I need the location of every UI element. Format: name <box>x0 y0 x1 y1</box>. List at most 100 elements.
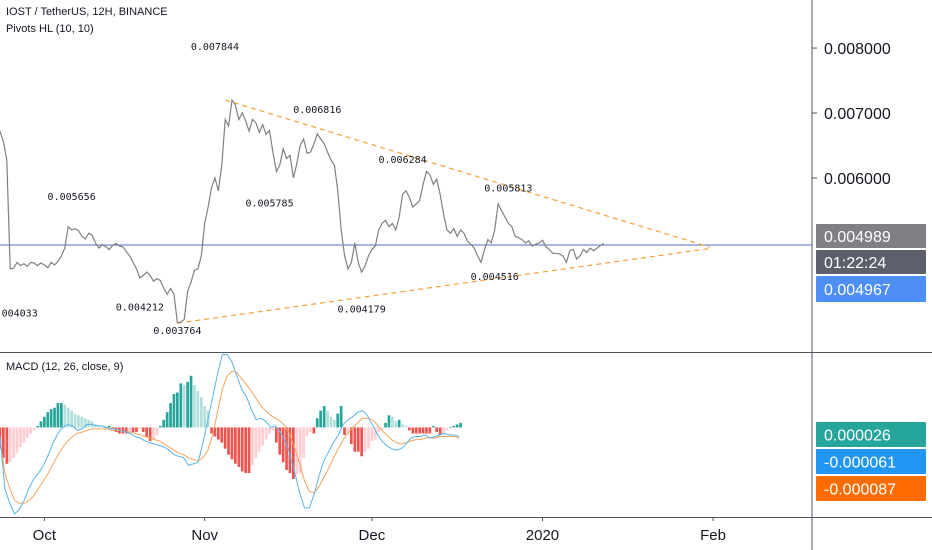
macd-histogram-bar <box>394 421 398 428</box>
macd-signal-badge-bg <box>816 476 926 501</box>
macd-histogram-bar <box>29 427 32 434</box>
price-scale: 0.008000 0.007000 0.006000 <box>824 41 891 188</box>
macd-histogram-bar <box>288 427 292 473</box>
macd-histogram-badge: 0.000026 <box>816 422 926 447</box>
macd-histogram-bar <box>97 425 101 428</box>
macd-histogram-bar <box>397 419 401 428</box>
macd-histogram-bar <box>22 427 26 443</box>
macd-histogram-bar <box>196 391 200 428</box>
macd-signal-line <box>0 370 460 504</box>
macd-signal-badge-text: -0.000087 <box>824 481 896 498</box>
xtick-label: Oct <box>33 527 57 544</box>
pivot-label: 0.004212 <box>116 302 164 313</box>
macd-histogram-bar <box>128 427 131 432</box>
macd-histogram-bar <box>186 381 189 428</box>
countdown-badge-text: 01:22:24 <box>824 255 886 272</box>
macd-histogram-bar <box>36 425 39 428</box>
macd-histogram-badge-text: 0.000026 <box>824 427 891 444</box>
macd-histogram-bar <box>145 427 148 437</box>
macd-histogram-bar <box>336 413 340 428</box>
macd-histogram-bar <box>176 392 179 428</box>
macd-histogram-bar <box>459 422 462 428</box>
blue-line-price-badge: 0.004967 <box>816 276 926 302</box>
macd-histogram-bar <box>5 427 9 464</box>
macd-histogram-bar <box>452 425 456 428</box>
macd-histogram-bar <box>138 427 142 429</box>
macd-histogram-bar <box>278 427 282 455</box>
xtick-label: Dec <box>359 527 386 544</box>
macd-histogram-bar <box>2 427 5 458</box>
macd-line-badge: -0.000061 <box>816 449 926 474</box>
pivot-label: 0.005813 <box>484 184 532 195</box>
macd-histogram-bar <box>292 427 295 479</box>
macd-histogram-bar <box>425 427 428 434</box>
macd-histogram-bar <box>203 406 206 428</box>
macd-histogram-bar <box>438 427 442 435</box>
macd-histogram-bar <box>333 419 336 428</box>
macd-histogram-bar <box>305 427 309 437</box>
last-price-badge-text: 0.004989 <box>824 229 891 246</box>
macd-histogram-bar <box>281 427 285 463</box>
pivot-label: 0.005785 <box>245 199 293 210</box>
macd-histogram-bar <box>302 427 305 458</box>
macd-histogram-bar <box>32 427 36 431</box>
macd-histogram-bar <box>199 397 203 428</box>
macd-histogram-bar <box>367 427 370 449</box>
pivot-label: 0.004033 <box>0 308 38 319</box>
macd-histogram-bar <box>329 416 333 428</box>
macd-histogram-bar <box>49 409 53 428</box>
macd-histogram-bar <box>220 427 224 443</box>
macd-histogram-bar <box>135 427 138 432</box>
macd-histogram-bar <box>182 384 186 428</box>
macd-histogram-bar <box>404 425 408 428</box>
macd-histogram-bar <box>391 416 394 428</box>
macd-histogram-bar <box>169 403 172 428</box>
macd-histogram-bar <box>428 427 432 434</box>
macd-histogram-bar <box>414 427 418 434</box>
pivot-label: 0.007844 <box>191 42 239 53</box>
upper-trendline <box>225 99 710 248</box>
macd-histogram-bar <box>25 427 29 438</box>
macd-pane <box>0 354 462 515</box>
time-scale: Oct Nov Dec 2020 Feb <box>33 527 726 544</box>
macd-histogram-bar <box>70 410 73 428</box>
pivots-indicator-label[interactable]: Pivots HL (10, 10) <box>6 23 94 35</box>
macd-histogram-bar <box>373 427 377 440</box>
macd-histogram-bar <box>121 427 125 434</box>
macd-histogram-bar <box>43 416 46 428</box>
macd-histogram-bar <box>189 375 193 428</box>
macd-histogram-bar <box>237 427 241 467</box>
price-series-line <box>0 98 605 324</box>
macd-line <box>0 354 460 515</box>
macd-histogram-bar <box>53 407 56 428</box>
macd-histogram-bar <box>285 427 288 470</box>
macd-histogram-bar <box>213 427 217 437</box>
lower-trendline <box>177 247 710 324</box>
macd-histogram-bar <box>223 427 227 449</box>
macd-histogram-bar <box>251 427 254 466</box>
macd-histogram-bar <box>370 427 374 442</box>
countdown-badge: 01:22:24 <box>816 250 926 274</box>
macd-histogram-bar <box>101 427 104 428</box>
macd-indicator-label[interactable]: MACD (12, 26, close, 9) <box>6 361 124 373</box>
macd-histogram-bar <box>12 427 15 458</box>
macd-histogram-bar <box>264 427 268 440</box>
price-badges: 0.004989 01:22:24 0.004967 0.000026 -0.00006… <box>816 224 926 501</box>
macd-histogram-bar <box>210 427 213 434</box>
macd-histogram-bar <box>322 406 326 428</box>
pivot-label: 0.004516 <box>471 272 519 283</box>
macd-histogram-bar <box>131 427 135 432</box>
macd-histogram-bar <box>363 427 367 452</box>
macd-histogram-bar <box>63 404 67 428</box>
macd-histogram-bar <box>346 427 350 434</box>
macd-histogram-bar <box>87 419 90 428</box>
macd-histogram-bar <box>431 425 435 428</box>
symbol-title[interactable]: IOST / TetherUS, 12H, BINANCE <box>6 6 168 18</box>
macd-histogram-bar <box>309 427 312 432</box>
macd-histogram-bar <box>445 427 449 431</box>
macd-histogram-bar <box>339 406 343 428</box>
macd-histogram-bar <box>155 427 159 435</box>
pivot-label: 0.004179 <box>338 304 386 315</box>
macd-histogram-bar <box>455 424 459 428</box>
